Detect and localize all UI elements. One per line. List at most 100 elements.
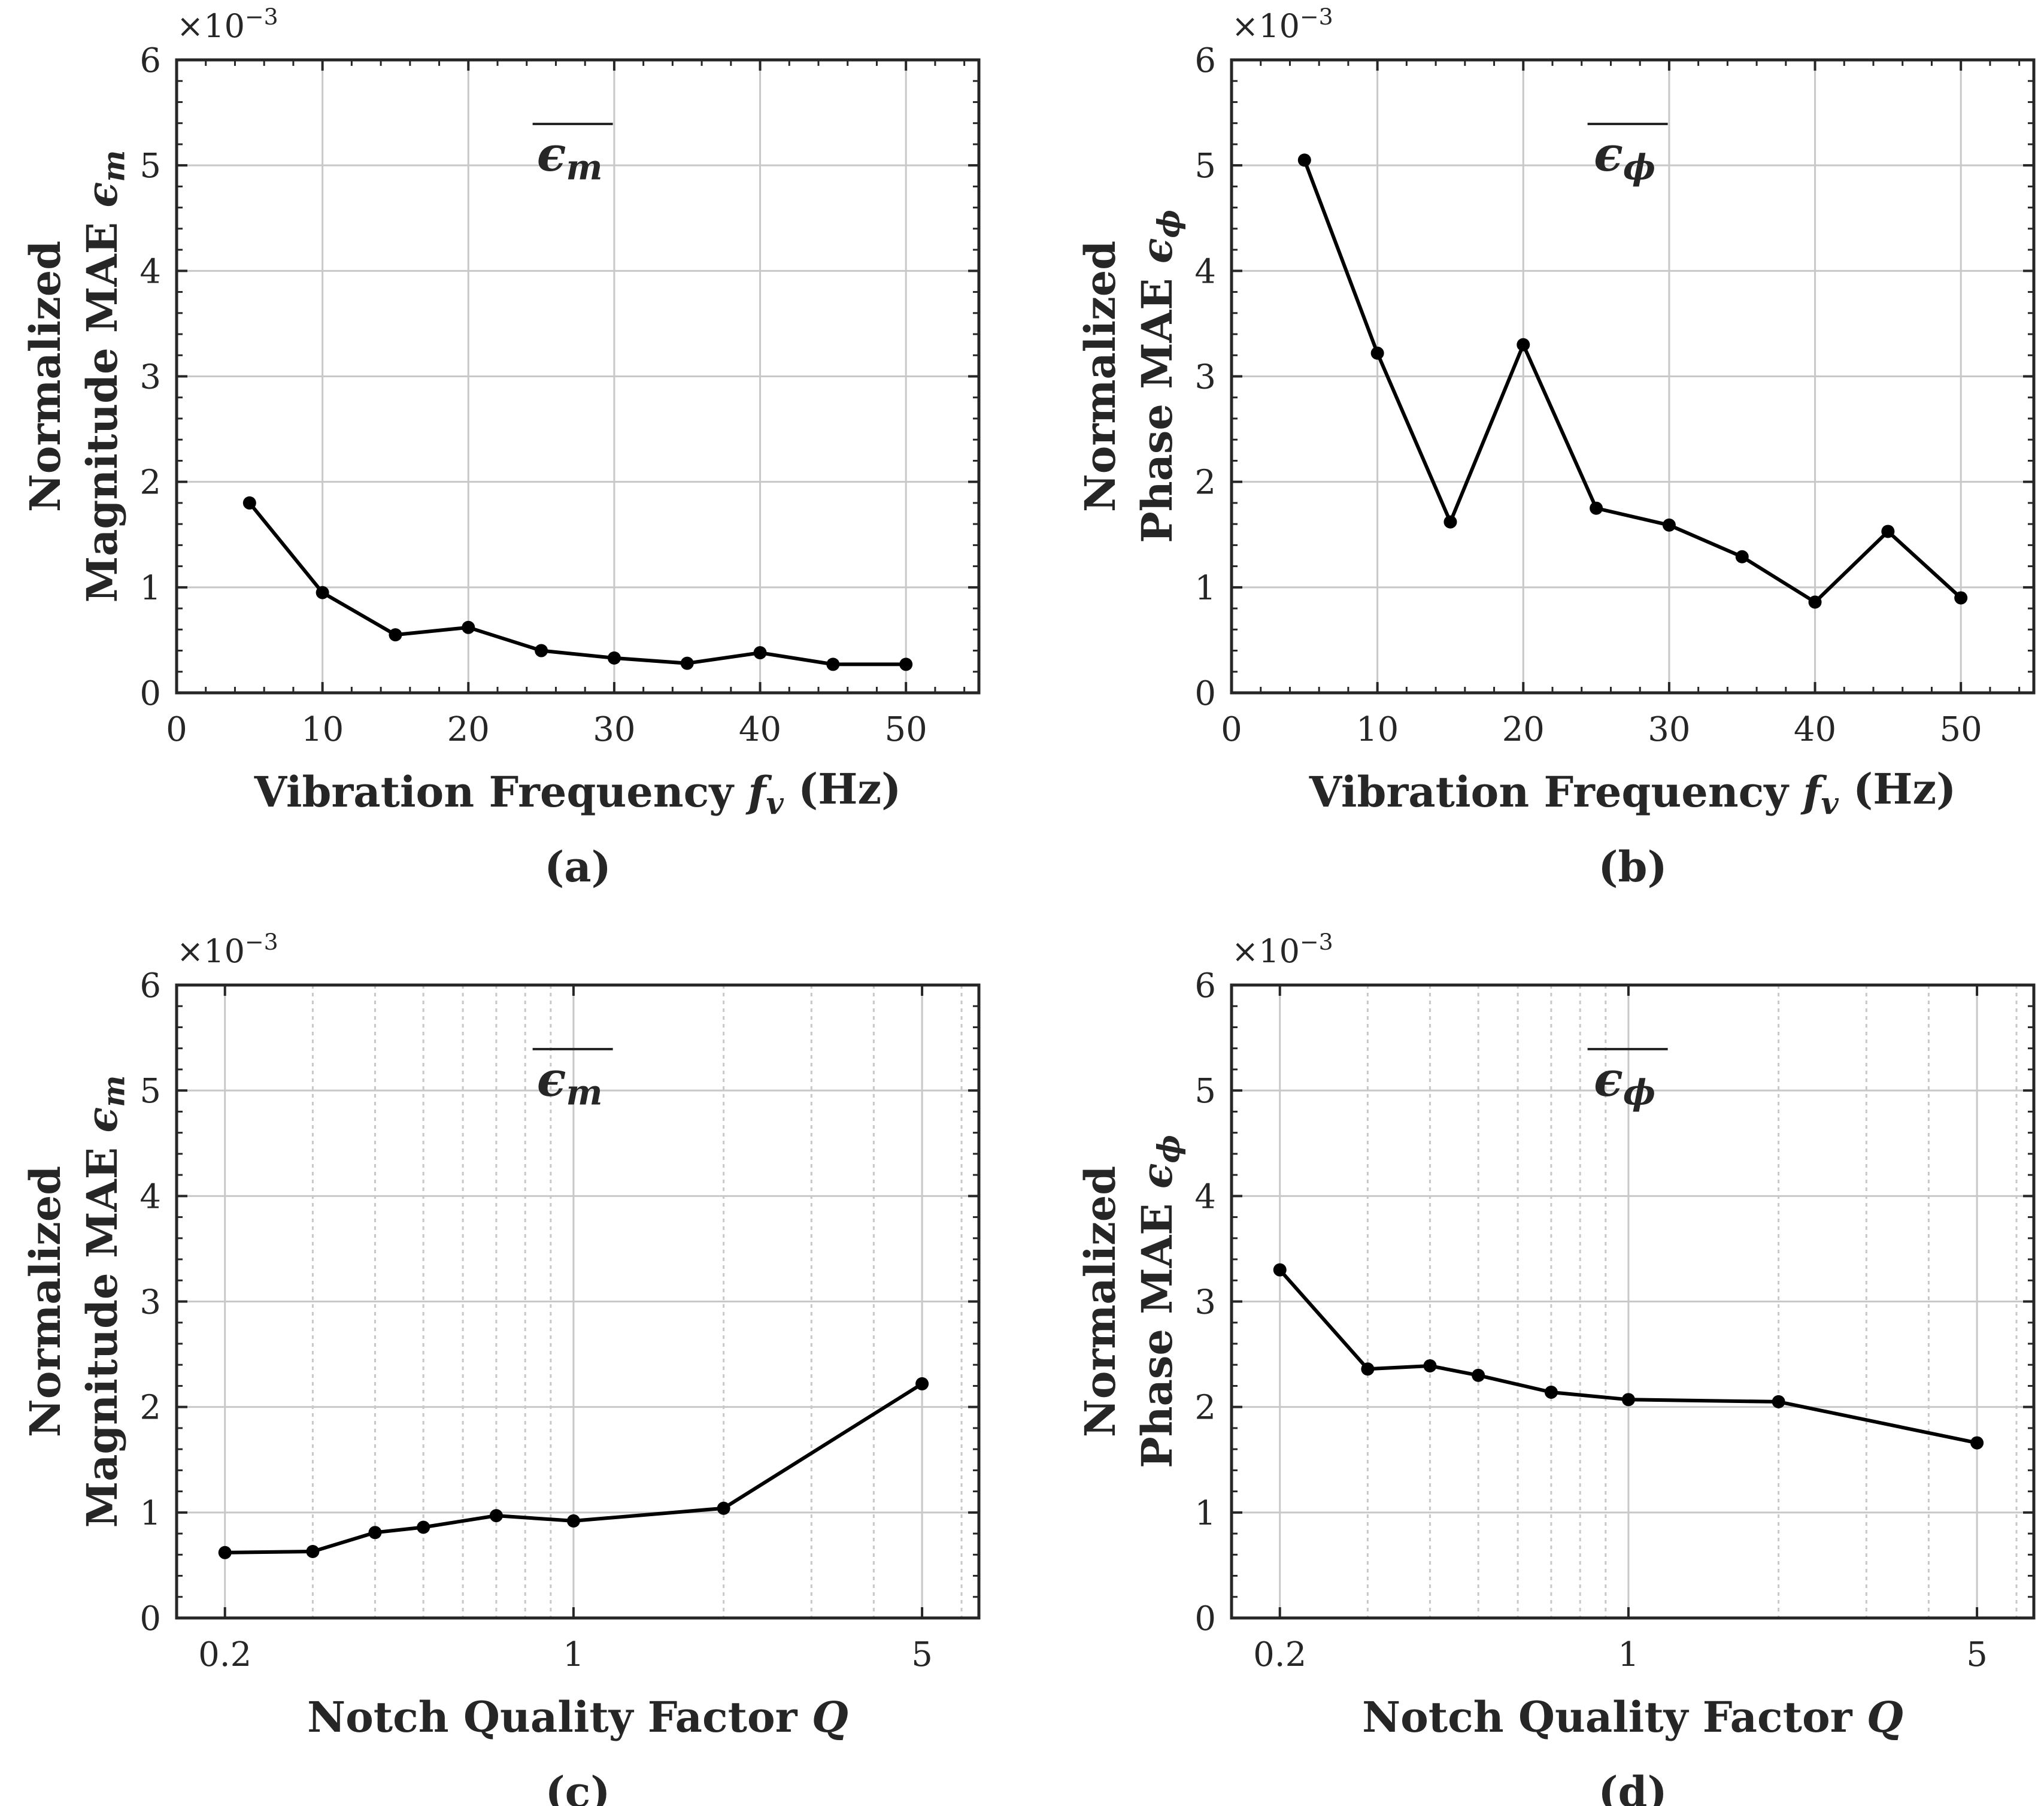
data-point [218, 1546, 232, 1559]
panel-label: (d) [1598, 1767, 1667, 1806]
y-tick-label: 1 [139, 1494, 161, 1533]
exponent-label-part-0: ×10 [1232, 7, 1300, 45]
exponent-label-part-1: −3 [1300, 929, 1333, 955]
x-tick-label: 50 [1940, 710, 1982, 749]
y-tick-label: 5 [1194, 1072, 1216, 1111]
y-axis-label-line1: Normalized [1075, 241, 1125, 512]
x-tick-label: 1 [563, 1635, 584, 1674]
x-tick-label: 5 [1966, 1635, 1988, 1674]
series-line [248, 502, 906, 666]
exponent-label: ×10−3 [177, 929, 278, 970]
x-tick-label: 10 [301, 710, 344, 749]
data-point [1662, 518, 1676, 532]
y-axis-label-line1-part-0: Normalized [1075, 1166, 1125, 1437]
y-tick-label: 6 [1194, 41, 1216, 80]
data-point [1590, 501, 1603, 515]
x-axis-label-part-3: (Hz) [784, 764, 902, 814]
y-axis-label-line2-part-2: m [96, 1075, 132, 1107]
exponent-label: ×10−3 [1232, 929, 1333, 970]
axes-box [175, 983, 981, 1620]
y-tick-label: 4 [1194, 1177, 1216, 1216]
y-tick-label: 6 [139, 41, 161, 80]
data-point [1881, 525, 1895, 538]
y-tick-label: 1 [1194, 569, 1216, 608]
y-axis-label-line2: Phase MAE ϵϕ [1132, 210, 1187, 543]
x-tick-label: 50 [885, 710, 927, 749]
y-tick-label: 0 [1194, 674, 1216, 713]
data-point [1735, 550, 1749, 563]
x-axis-label: Vibration Frequency fv (Hz) [254, 764, 901, 822]
panel-label: (a) [544, 842, 611, 892]
y-axis-label-line2-part-0: Magnitude MAE [77, 208, 127, 603]
x-axis-label-part-3: (Hz) [1839, 764, 1957, 814]
data-point [1808, 595, 1822, 609]
y-tick-label: 2 [1194, 463, 1216, 502]
y-axis-label-line1: Normalized [20, 1166, 70, 1437]
y-tick-label: 0 [139, 674, 161, 713]
x-axis-label-part-0: Notch Quality Factor [1362, 1692, 1867, 1742]
y-axis-label-line2: Magnitude MAE ϵm [77, 1075, 132, 1528]
data-point [389, 628, 402, 642]
y-axis-label-line1-part-0: Normalized [1075, 241, 1125, 512]
x-tick-label: 0.2 [198, 1635, 251, 1674]
y-tick-label: 4 [139, 1177, 161, 1216]
data-point [1772, 1395, 1785, 1408]
data-point [915, 1377, 929, 1390]
annotation-label-part-1: m [566, 1072, 602, 1113]
y-axis-label-line1: Normalized [20, 241, 70, 512]
y-axis-label-line2-part-2: ϕ [1151, 210, 1187, 238]
x-tick-label: 0 [166, 710, 187, 749]
axes-box [1230, 983, 2036, 1620]
x-tick-label: 0.2 [1253, 1635, 1306, 1674]
y-axis-label-line2: Phase MAE ϵϕ [1132, 1135, 1187, 1468]
data-point [417, 1520, 430, 1534]
x-tick-label: 20 [447, 710, 490, 749]
y-tick-label: 1 [139, 569, 161, 608]
y-tick-label: 1 [1194, 1494, 1216, 1533]
data-point [242, 496, 256, 510]
exponent-label-part-0: ×10 [1232, 932, 1300, 970]
y-axis-label-line2-part-2: m [96, 150, 132, 182]
data-point [1370, 346, 1384, 360]
series-line [1302, 159, 1963, 604]
y-axis-label-line2: Magnitude MAE ϵm [77, 150, 132, 603]
data-point [1361, 1362, 1375, 1376]
annotation-label: ϵϕ [1594, 126, 1655, 187]
x-axis-label: Notch Quality Factor Q [307, 1692, 848, 1742]
y-axis-label-line2-part-2: ϕ [1151, 1135, 1187, 1163]
y-axis-label-line2-part-0: Phase MAE [1132, 263, 1182, 543]
annotation-label: ϵϕ [1594, 1051, 1655, 1113]
exponent-label-part-1: −3 [245, 929, 278, 955]
annotation-label: ϵm [537, 126, 603, 187]
y-tick-label: 4 [139, 252, 161, 291]
annotation-label-part-0: ϵ [537, 126, 566, 182]
y-axis-label-line2-part-0: Phase MAE [1132, 1189, 1182, 1468]
data-point [462, 620, 475, 634]
x-axis-label-part-1: Q [1867, 1692, 1903, 1742]
data-point [1443, 515, 1457, 529]
x-tick-label: 0 [1221, 710, 1242, 749]
panel-label: (b) [1598, 842, 1667, 892]
exponent-label-part-0: ×10 [177, 7, 245, 45]
data-point [489, 1509, 503, 1523]
y-tick-label: 4 [1194, 252, 1216, 291]
annotation-label-part-1: ϕ [1623, 147, 1655, 187]
x-axis-label-part-0: Notch Quality Factor [307, 1692, 812, 1742]
y-tick-label: 5 [1194, 147, 1216, 186]
x-tick-label: 30 [593, 710, 635, 749]
y-tick-label: 3 [139, 1283, 161, 1322]
data-point [1954, 591, 1968, 605]
exponent-label-part-0: ×10 [177, 932, 245, 970]
y-tick-label: 0 [1194, 1599, 1216, 1638]
x-tick-label: 10 [1356, 710, 1399, 749]
annotation-label-part-0: ϵ [1594, 126, 1623, 182]
axes-box [1230, 58, 2036, 695]
data-point [1472, 1368, 1485, 1382]
series-line [225, 1382, 923, 1555]
y-axis-label-line2-part-1: ϵ [77, 1107, 127, 1133]
y-tick-label: 2 [1194, 1389, 1216, 1428]
y-axis-label-line2-part-1: ϵ [1132, 1163, 1182, 1189]
annotation-label-part-1: m [566, 147, 602, 187]
